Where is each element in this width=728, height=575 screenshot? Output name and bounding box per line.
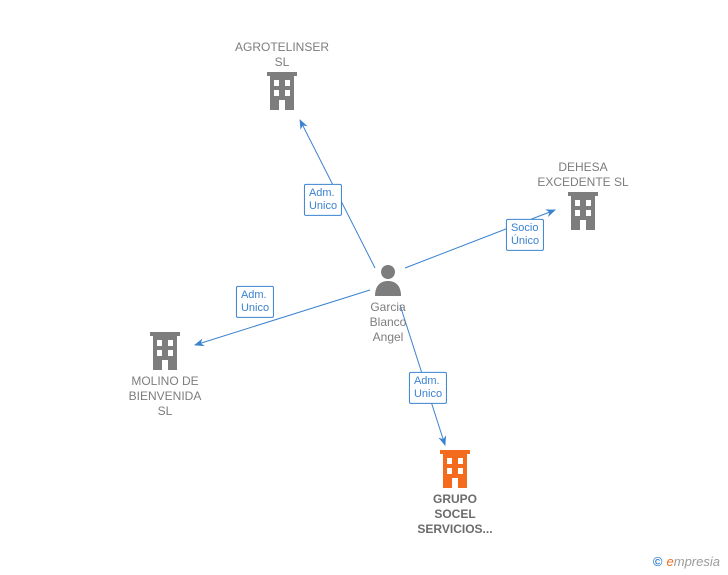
edge-label: Adm. Unico bbox=[304, 184, 342, 216]
edge-label: Adm. Unico bbox=[409, 372, 447, 404]
building-icon bbox=[264, 70, 300, 114]
edges-layer bbox=[0, 0, 728, 575]
brand-rest: mpresia bbox=[674, 554, 720, 569]
node-label: MOLINO DE BIENVENIDA SL bbox=[105, 374, 225, 419]
node-grupo-socel[interactable]: GRUPO SOCEL SERVICIOS... bbox=[395, 448, 515, 537]
watermark: © empresia bbox=[653, 554, 720, 569]
diagram-canvas: Adm. Unico Socio Único Adm. Unico Adm. U… bbox=[0, 0, 728, 575]
edge-label: Adm. Unico bbox=[236, 286, 274, 318]
node-label: GRUPO SOCEL SERVICIOS... bbox=[395, 492, 515, 537]
building-icon bbox=[565, 190, 601, 234]
building-icon bbox=[147, 330, 183, 374]
node-molino[interactable]: MOLINO DE BIENVENIDA SL bbox=[105, 330, 225, 419]
node-label: DEHESA EXCEDENTE SL bbox=[503, 160, 663, 190]
node-label: AGROTELINSER SL bbox=[212, 40, 352, 70]
node-dehesa[interactable]: DEHESA EXCEDENTE SL bbox=[503, 160, 663, 234]
node-agrotelinser[interactable]: AGROTELINSER SL bbox=[212, 40, 352, 114]
person-icon bbox=[373, 262, 403, 300]
building-icon bbox=[437, 448, 473, 492]
brand-first-letter: e bbox=[667, 554, 674, 569]
node-label-person: Garcia Blanco Angel bbox=[370, 300, 407, 345]
copyright-symbol: © bbox=[653, 554, 663, 569]
node-person-center[interactable] bbox=[373, 262, 403, 300]
